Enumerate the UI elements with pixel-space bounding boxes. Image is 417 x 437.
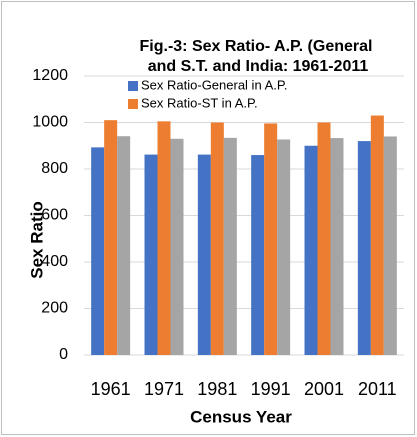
legend-label: Sex Ratio-ST in A.P. xyxy=(141,95,258,110)
bar xyxy=(104,120,118,355)
y-tick-label: 200 xyxy=(41,300,68,317)
x-tick-label: 1981 xyxy=(197,379,237,399)
bar xyxy=(91,147,105,355)
x-tick-label: 2001 xyxy=(304,379,344,399)
chart-title: Fig.-3: Sex Ratio- A.P. (General xyxy=(140,38,373,55)
x-tick-label: 1971 xyxy=(144,379,184,399)
y-tick-label: 400 xyxy=(41,253,68,270)
x-axis-label: Census Year xyxy=(190,407,292,426)
bar xyxy=(370,115,384,356)
bar xyxy=(144,154,158,355)
bar xyxy=(157,121,171,356)
bar xyxy=(264,123,278,356)
bar xyxy=(197,154,211,355)
legend-swatch xyxy=(128,81,138,91)
legend-label: Sex Ratio-General in A.P. xyxy=(141,77,287,92)
bar xyxy=(223,137,237,355)
y-tick-label: 1200 xyxy=(32,67,68,84)
bar xyxy=(317,122,331,355)
x-tick-label: 1991 xyxy=(251,379,291,399)
y-tick-label: 0 xyxy=(59,346,68,363)
chart-title: and S.T. and India: 1961-2011 xyxy=(148,58,369,75)
bar xyxy=(304,145,318,355)
bar xyxy=(277,139,291,355)
bar xyxy=(117,136,131,355)
bar xyxy=(330,138,344,355)
bar xyxy=(210,122,224,355)
bar xyxy=(251,155,265,355)
bar xyxy=(170,138,184,355)
y-tick-label: 800 xyxy=(41,160,68,177)
bar xyxy=(357,141,371,355)
bar xyxy=(383,136,397,355)
y-tick-label: 1000 xyxy=(32,114,68,131)
y-axis-label: Sex Ratio xyxy=(27,201,46,278)
y-tick-label: 600 xyxy=(41,207,68,224)
legend-swatch xyxy=(128,99,138,109)
x-tick-label: 1961 xyxy=(91,379,131,399)
x-tick-label: 2011 xyxy=(358,379,397,399)
